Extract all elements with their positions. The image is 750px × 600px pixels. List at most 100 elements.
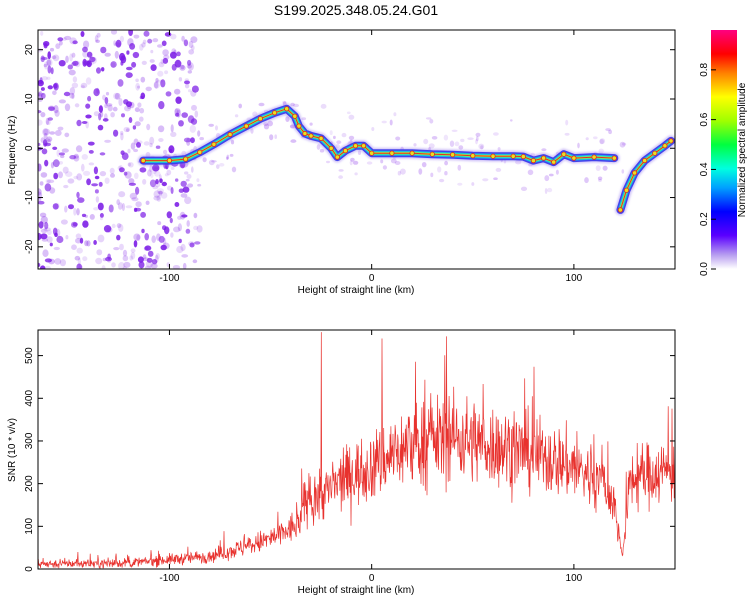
noise-point (94, 35, 99, 42)
noise-point (155, 78, 159, 83)
noise-point (234, 114, 239, 118)
noise-point (366, 161, 373, 165)
noise-point (154, 254, 159, 263)
noise-point (497, 147, 501, 151)
noise-point (136, 142, 141, 148)
noise-point (127, 38, 134, 47)
noise-point (95, 196, 100, 203)
noise-point (118, 98, 123, 106)
noise-point (93, 111, 100, 117)
main-track-point (140, 158, 146, 164)
noise-point (89, 214, 95, 220)
noise-point (104, 139, 111, 143)
noise-point (104, 97, 109, 105)
main-track-point (334, 154, 340, 160)
main-track-point (197, 149, 203, 155)
noise-point (157, 44, 163, 48)
noise-point (118, 164, 123, 173)
noise-point (336, 140, 342, 144)
noise-point (593, 136, 598, 140)
noise-point (104, 177, 110, 184)
noise-point (129, 43, 136, 50)
snr-xlabel: Height of straight line (km) (298, 585, 415, 596)
branch-track-point (631, 170, 638, 176)
noise-point (130, 251, 136, 260)
noise-point (134, 172, 139, 179)
noise-point (117, 79, 124, 87)
noise-point (159, 178, 163, 183)
noise-point (82, 256, 88, 262)
noise-point (63, 91, 71, 97)
noise-point (57, 126, 64, 131)
noise-point (44, 258, 53, 263)
noise-point (124, 105, 131, 112)
noise-point (97, 234, 105, 243)
noise-point (46, 138, 52, 146)
snr-ytick-label: 100 (24, 518, 35, 535)
noise-point (444, 160, 448, 166)
noise-point (187, 59, 192, 66)
noise-point (39, 77, 43, 84)
noise-point (133, 233, 141, 241)
noise-point (117, 202, 123, 210)
noise-point (177, 215, 182, 220)
colorbar-label: Normalized spectral amplitude (737, 82, 748, 217)
noise-point (346, 111, 351, 115)
noise-point (585, 137, 589, 141)
noise-point (189, 242, 195, 248)
snr-ytick-label: 500 (24, 347, 35, 364)
noise-point (58, 60, 66, 67)
noise-point (165, 91, 172, 97)
snr-xtick-label: 100 (566, 573, 583, 584)
noise-point (126, 50, 130, 55)
spectrogram-xtick-label: 100 (566, 273, 583, 284)
colorbar-ticks: 0.0 0.2 0.4 0.6 0.8 (699, 62, 716, 276)
noise-point (88, 162, 95, 166)
noise-point (181, 112, 188, 118)
noise-point (510, 119, 513, 122)
noise-point (178, 77, 183, 82)
spectrogram-ytick-label: -10 (24, 190, 35, 205)
noise-point (584, 177, 589, 184)
noise-point (98, 112, 102, 121)
noise-point (48, 258, 55, 265)
main-track-point (389, 150, 395, 156)
noise-point (153, 190, 161, 198)
noise-point (122, 249, 128, 257)
noise-point (38, 163, 42, 172)
noise-point (380, 159, 384, 164)
main-track-point (296, 123, 302, 129)
noise-point (65, 55, 69, 63)
main-track-point (292, 113, 298, 119)
noise-point (85, 114, 92, 119)
noise-point (65, 171, 73, 178)
noise-point (290, 102, 295, 107)
noise-point (48, 106, 55, 112)
noise-point (449, 140, 455, 147)
main-track-point (540, 155, 547, 161)
noise-point (602, 165, 608, 171)
snr-ytick-label: 300 (24, 432, 35, 449)
main-track-point (166, 158, 172, 164)
noise-point (274, 134, 278, 139)
noise-point (147, 38, 153, 44)
noise-point (128, 162, 134, 168)
noise-point (74, 103, 80, 108)
noise-point (170, 131, 177, 137)
main-track-point (284, 106, 290, 112)
noise-point (68, 69, 76, 76)
noise-point (187, 183, 194, 188)
noise-point (437, 166, 442, 173)
spectrogram-ytick-label: 10 (24, 93, 35, 105)
noise-point (123, 171, 128, 176)
noise-point (96, 67, 101, 74)
noise-point (58, 161, 63, 165)
colorbar: 0.0 0.2 0.4 0.6 0.8 Normalized spectral ampl… (699, 30, 748, 276)
noise-point (348, 114, 355, 120)
noise-point (152, 38, 159, 43)
noise-point (144, 265, 151, 269)
noise-point (110, 30, 118, 35)
main-track-point (409, 150, 415, 156)
noise-point (136, 234, 141, 242)
noise-point (190, 137, 195, 144)
